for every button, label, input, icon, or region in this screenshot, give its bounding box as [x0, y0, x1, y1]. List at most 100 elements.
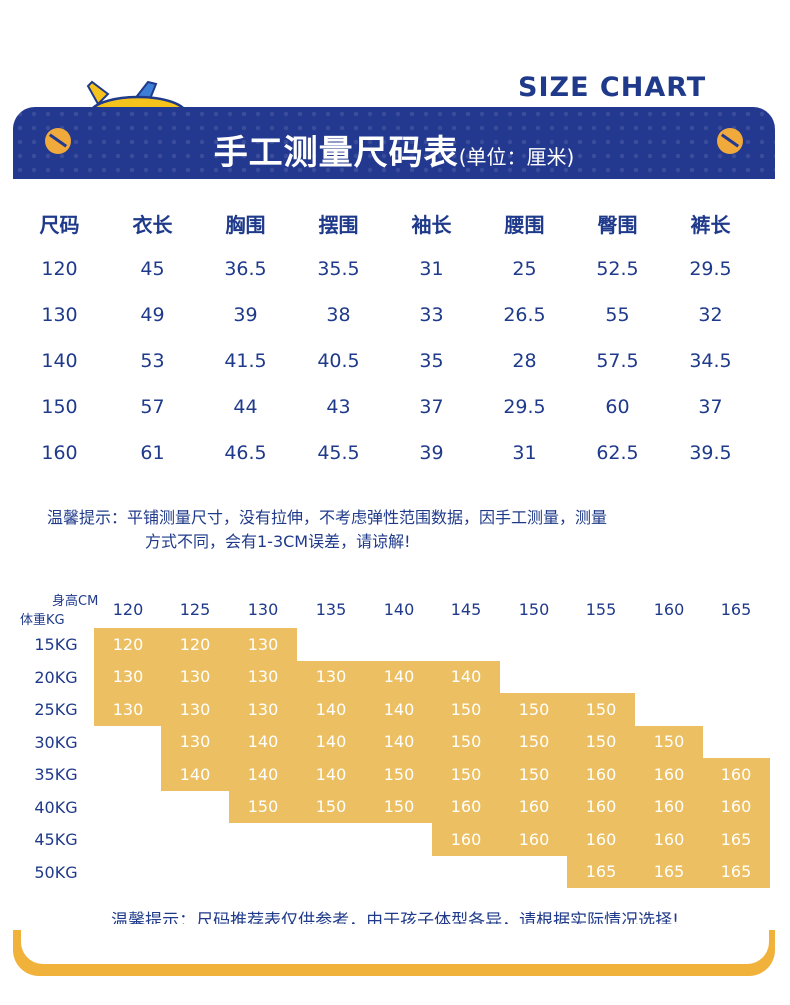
recommended-size-cell: 140 [365, 693, 433, 726]
measurement-tip: 温馨提示：平铺测量尺寸，没有拉伸，不考虑弹性范围数据，因手工测量，测量 方式不同… [47, 506, 757, 554]
weight-row-label: 45KG [34, 830, 78, 849]
height-column-header: 135 [315, 600, 347, 619]
table-cell: 28 [512, 350, 537, 372]
table-cell: 39 [419, 442, 444, 464]
weight-row-label: 15KG [34, 635, 78, 654]
table-cell: 52.5 [596, 258, 639, 280]
banner-unit: (单位：厘米) [458, 145, 575, 169]
table-cell: 36.5 [224, 258, 267, 280]
column-header: 胸围 [225, 212, 266, 237]
recommended-size-cell: 150 [229, 790, 297, 823]
table-row: 140 53 41.5 40.5 35 28 57.5 34.5 [13, 338, 775, 384]
table-cell: 33 [419, 304, 444, 326]
table-cell: 38 [326, 304, 351, 326]
table-cell: 60 [605, 396, 630, 418]
column-header: 衣长 [132, 212, 173, 237]
table-cell: 55 [605, 304, 630, 326]
recommended-size-cell: 130 [94, 693, 162, 726]
recommended-size-cell: 160 [567, 823, 635, 856]
table-row: 130 49 39 38 33 26.5 55 32 [13, 292, 775, 338]
weight-row-label: 50KG [34, 862, 78, 882]
banner-main-title: 手工测量尺码表 [213, 133, 459, 173]
table-cell: 45 [140, 258, 165, 280]
table-cell: 34.5 [689, 350, 732, 372]
recommended-size-cell: 130 [94, 660, 162, 693]
recommended-size-cell: 150 [365, 790, 433, 823]
weight-row-label: 40KG [34, 797, 78, 817]
height-column-header: 130 [247, 600, 279, 619]
table-cell: 37 [419, 396, 444, 418]
recommended-size-cell: 150 [500, 693, 568, 726]
recommended-size-cell: 140 [297, 725, 365, 758]
column-header: 袖长 [411, 212, 452, 237]
recommended-size-cell: 140 [432, 660, 500, 693]
table-cell: 45.5 [317, 442, 360, 464]
title-banner: 手工测量尺码表(单位：厘米) [13, 107, 775, 179]
table-cell: 39.5 [689, 442, 732, 464]
size-table-header: 尺码 衣长 胸围 摆围 袖长 腰围 臀围 裤长 [13, 200, 775, 246]
recommended-size-cell: 165 [702, 823, 770, 856]
banner-title: 手工测量尺码表(单位：厘米) [13, 125, 775, 174]
weight-row-label: 25KG [34, 700, 78, 719]
recommended-size-cell: 140 [297, 758, 365, 791]
table-cell: 160 [41, 442, 78, 464]
weight-axis-label: 体重KG [20, 613, 65, 628]
table-cell: 37 [698, 396, 723, 418]
table-row: 120 45 36.5 35.5 31 25 52.5 29.5 [13, 246, 775, 292]
recommended-size-cell: 160 [500, 790, 568, 823]
table-cell: 43 [326, 396, 351, 418]
basketball-icon [717, 128, 743, 154]
recommended-size-cell: 160 [432, 823, 500, 856]
recommended-size-cell: 165 [635, 855, 703, 888]
table-cell: 31 [512, 442, 537, 464]
column-header: 摆围 [318, 212, 359, 237]
recommended-size-cell: 130 [161, 725, 229, 758]
recommended-size-cell: 150 [432, 693, 500, 726]
recommended-size-cell: 160 [635, 790, 703, 823]
recommended-size-cell: 160 [702, 758, 770, 791]
weight-row-label: 20KG [34, 667, 78, 687]
recommended-size-cell: 120 [161, 628, 229, 661]
recommended-size-cell: 150 [567, 693, 635, 726]
column-header: 尺码 [39, 212, 80, 237]
height-column-header: 165 [720, 600, 752, 619]
height-column-header: 145 [450, 600, 482, 619]
recommended-size-cell: 160 [567, 758, 635, 791]
size-chart-label: SIZE CHART [518, 72, 707, 103]
recommended-size-cell: 165 [702, 855, 770, 888]
recommended-size-cell: 140 [229, 758, 297, 791]
table-cell: 35 [419, 350, 444, 372]
column-header: 臀围 [597, 212, 638, 237]
size-table: 尺码 衣长 胸围 摆围 袖长 腰围 臀围 裤长 120 45 36.5 35.5 31 25 52.5 29.… [13, 200, 775, 476]
table-row: 150 57 44 43 37 29.5 60 37 [13, 384, 775, 430]
recommended-size-cell: 150 [635, 725, 703, 758]
recommended-size-cell: 140 [161, 758, 229, 791]
recommended-size-cell: 150 [500, 725, 568, 758]
table-cell: 62.5 [596, 442, 639, 464]
height-column-header: 160 [653, 600, 685, 619]
recommended-size-cell: 160 [702, 790, 770, 823]
recommended-size-cell: 150 [567, 725, 635, 758]
recommended-size-cell: 165 [567, 855, 635, 888]
column-header: 裤长 [690, 212, 731, 237]
height-column-header: 155 [585, 600, 617, 619]
recommended-size-cell: 130 [297, 660, 365, 693]
table-cell: 25 [512, 258, 537, 280]
recommended-size-cell: 150 [432, 725, 500, 758]
recommended-size-cell: 140 [365, 725, 433, 758]
table-cell: 130 [41, 304, 78, 326]
table-cell: 150 [41, 396, 78, 418]
recommended-size-cell: 160 [567, 790, 635, 823]
table-cell: 41.5 [224, 350, 267, 372]
weight-row-label: 35KG [34, 765, 78, 784]
table-cell: 35.5 [317, 258, 360, 280]
table-cell: 26.5 [503, 304, 546, 326]
table-cell: 31 [419, 258, 444, 280]
table-cell: 32 [698, 304, 723, 326]
tip-line2: 方式不同，会有1-3CM误差，请谅解! [145, 532, 411, 551]
recommended-size-cell: 120 [94, 628, 162, 661]
tip-label: 温馨提示： [47, 508, 128, 527]
footer-panel [21, 924, 769, 964]
table-cell: 53 [140, 350, 165, 372]
recommended-size-cell: 160 [500, 823, 568, 856]
